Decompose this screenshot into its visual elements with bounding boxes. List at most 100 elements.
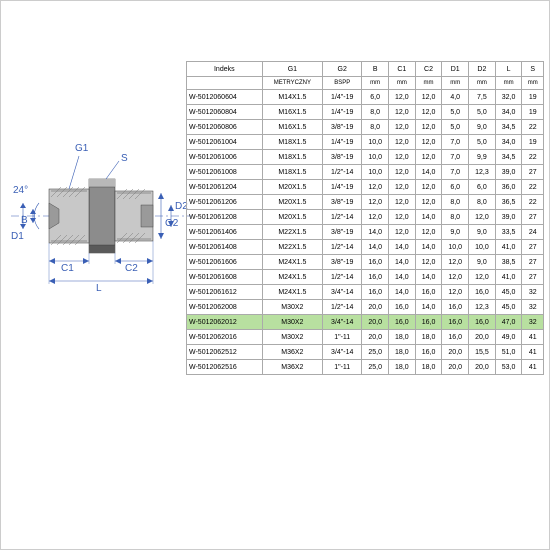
col-header: B xyxy=(362,62,389,77)
table-cell: W-5012062512 xyxy=(187,345,263,360)
table-cell: 14,0 xyxy=(389,240,416,255)
table-cell: W-5012060604 xyxy=(187,90,263,105)
table-cell: 16,0 xyxy=(389,300,416,315)
table-cell: 12,0 xyxy=(389,210,416,225)
table-cell: 20,0 xyxy=(442,360,469,375)
label-d1: D1 xyxy=(11,231,24,242)
table-cell: W-5012061006 xyxy=(187,150,263,165)
table-row: W-5012061206M20X1.53/8"-1912,012,012,08,… xyxy=(187,195,544,210)
table-cell: 10,0 xyxy=(442,240,469,255)
table-cell: M22X1.5 xyxy=(262,240,323,255)
table-cell: 12,0 xyxy=(389,150,416,165)
table-cell: 16,0 xyxy=(442,315,469,330)
table-cell: M30X2 xyxy=(262,300,323,315)
table-cell: 4,0 xyxy=(442,90,469,105)
table-cell: 18,0 xyxy=(415,360,442,375)
table-cell: 9,0 xyxy=(469,225,496,240)
table-cell: 14,0 xyxy=(362,225,389,240)
table-cell: 14,0 xyxy=(362,240,389,255)
table-cell: 19 xyxy=(522,90,544,105)
table-cell: 8,0 xyxy=(362,120,389,135)
col-subheader: BSPP xyxy=(323,77,362,90)
table-cell: 5,0 xyxy=(469,105,496,120)
table-cell: 16,0 xyxy=(415,315,442,330)
table-cell: 34,5 xyxy=(495,120,522,135)
table-cell: 3/4"-14 xyxy=(323,285,362,300)
table-cell: 27 xyxy=(522,165,544,180)
table-cell: 9,0 xyxy=(469,120,496,135)
table-row: W-5012061004M18X1.51/4"-1910,012,012,07,… xyxy=(187,135,544,150)
spec-table-area: IndeksG1G2BC1C2D1D2LS METRYCZNYBSPPmmmmm… xyxy=(186,61,544,431)
table-cell: 41,0 xyxy=(495,240,522,255)
table-cell: 12,0 xyxy=(389,225,416,240)
table-cell: 3/8"-19 xyxy=(323,255,362,270)
table-cell: 7,0 xyxy=(442,165,469,180)
table-cell: 14,0 xyxy=(415,165,442,180)
table-cell: 22 xyxy=(522,120,544,135)
table-cell: 34,0 xyxy=(495,135,522,150)
table-cell: 25,0 xyxy=(362,360,389,375)
table-cell: M24X1.5 xyxy=(262,285,323,300)
table-cell: 14,0 xyxy=(415,210,442,225)
table-cell: W-5012061004 xyxy=(187,135,263,150)
col-header: G2 xyxy=(323,62,362,77)
col-header: S xyxy=(522,62,544,77)
table-row: W-5012061008M18X1.51/2"-1410,012,014,07,… xyxy=(187,165,544,180)
table-cell: 19 xyxy=(522,135,544,150)
table-row: W-5012061606M24X1.53/8"-1916,014,012,012… xyxy=(187,255,544,270)
table-cell: 9,0 xyxy=(442,225,469,240)
table-cell: W-5012061612 xyxy=(187,285,263,300)
table-cell: M36X2 xyxy=(262,360,323,375)
table-cell: 12,0 xyxy=(415,120,442,135)
table-cell: W-5012061204 xyxy=(187,180,263,195)
table-row: W-5012062016M30X21"-1120,018,018,016,020… xyxy=(187,330,544,345)
table-cell: M20X1.5 xyxy=(262,195,323,210)
table-cell: 6,0 xyxy=(362,90,389,105)
table-cell: 32 xyxy=(522,300,544,315)
table-cell: 12,3 xyxy=(469,165,496,180)
table-cell: 1/2"-14 xyxy=(323,270,362,285)
table-cell: 9,0 xyxy=(469,255,496,270)
table-cell: 10,0 xyxy=(469,240,496,255)
table-cell: 18,0 xyxy=(389,345,416,360)
table-cell: 25,0 xyxy=(362,345,389,360)
table-cell: 6,0 xyxy=(442,180,469,195)
table-cell: 14,0 xyxy=(415,240,442,255)
table-cell: 12,0 xyxy=(362,180,389,195)
table-cell: 41 xyxy=(522,345,544,360)
table-cell: 16,0 xyxy=(442,300,469,315)
table-cell: 49,0 xyxy=(495,330,522,345)
table-row: W-5012061612M24X1.53/4"-1416,014,016,012… xyxy=(187,285,544,300)
label-c1: C1 xyxy=(61,263,74,274)
table-cell: 27 xyxy=(522,240,544,255)
table-cell: 1/2"-14 xyxy=(323,165,362,180)
col-subheader: mm xyxy=(442,77,469,90)
table-cell: 12,3 xyxy=(469,300,496,315)
table-cell: 20,0 xyxy=(469,330,496,345)
col-subheader: mm xyxy=(495,77,522,90)
table-row: W-5012061208M20X1.51/2"-1412,012,014,08,… xyxy=(187,210,544,225)
table-cell: 12,0 xyxy=(442,285,469,300)
table-cell: 22 xyxy=(522,195,544,210)
table-cell: 12,0 xyxy=(415,180,442,195)
table-row: W-5012062008M30X21/2"-1420,016,014,016,0… xyxy=(187,300,544,315)
table-cell: W-5012060806 xyxy=(187,120,263,135)
table-cell: 8,0 xyxy=(469,195,496,210)
table-cell: 7,0 xyxy=(442,135,469,150)
table-cell: W-5012060804 xyxy=(187,105,263,120)
table-cell: 51,0 xyxy=(495,345,522,360)
table-cell: 18,0 xyxy=(389,360,416,375)
table-row: W-5012061608M24X1.51/2"-1416,014,014,012… xyxy=(187,270,544,285)
table-cell: 16,0 xyxy=(469,315,496,330)
table-cell: 16,0 xyxy=(415,285,442,300)
table-cell: 10,0 xyxy=(362,165,389,180)
table-cell: 1"-11 xyxy=(323,360,362,375)
table-cell: 20,0 xyxy=(362,315,389,330)
table-cell: 36,5 xyxy=(495,195,522,210)
table-cell: 12,0 xyxy=(469,210,496,225)
label-c2: C2 xyxy=(125,263,138,274)
technical-diagram: G1 S G2 D2 24° B D1 xyxy=(11,131,191,301)
spec-table: IndeksG1G2BC1C2D1D2LS METRYCZNYBSPPmmmmm… xyxy=(186,61,544,375)
table-cell: 32,0 xyxy=(495,90,522,105)
table-cell: M30X2 xyxy=(262,330,323,345)
